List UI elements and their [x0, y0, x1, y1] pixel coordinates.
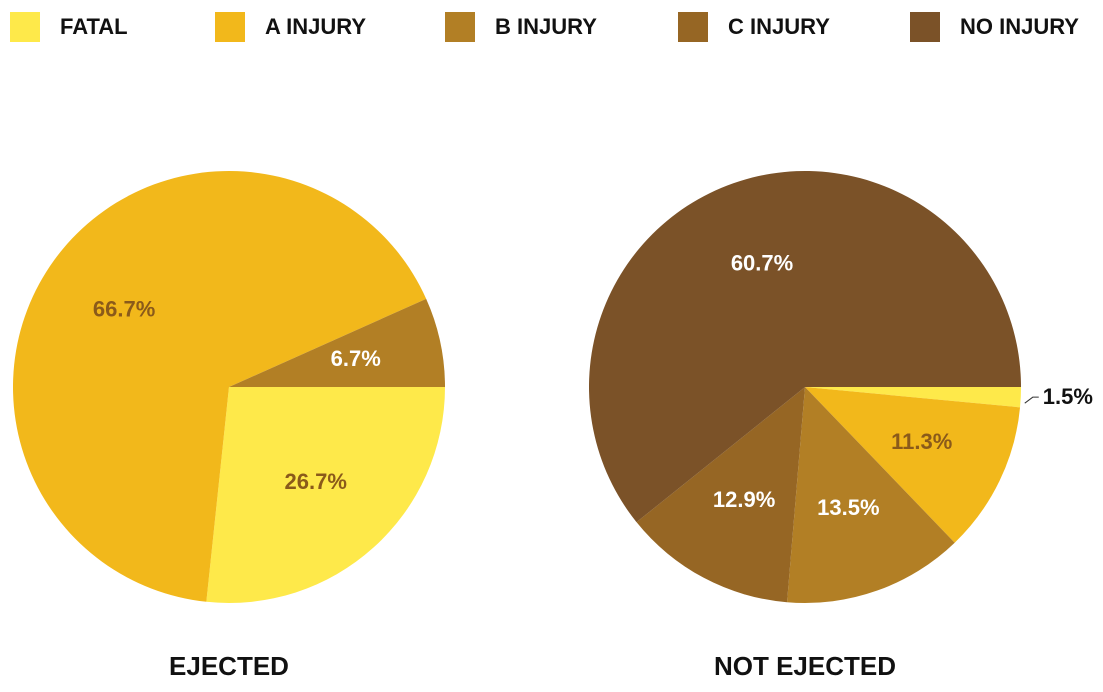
legend-swatch — [910, 12, 940, 42]
legend-swatch — [445, 12, 475, 42]
slice-label: 11.3% — [891, 429, 952, 454]
pie-slice — [12, 170, 427, 602]
slice-label: 26.7% — [285, 469, 347, 494]
pie-slice — [805, 387, 1021, 408]
slice-label: 60.7% — [731, 251, 793, 276]
pie-slice — [589, 171, 1021, 523]
legend-label: NO INJURY — [960, 14, 1079, 39]
legend-label: A INJURY — [265, 14, 366, 39]
legend-label: C INJURY — [728, 14, 830, 39]
legend-label: B INJURY — [495, 14, 597, 39]
slice-label: 66.7% — [93, 297, 155, 322]
leader-line — [1024, 396, 1039, 404]
slice-label: 13.5% — [817, 495, 879, 520]
slice-label: 6.7% — [331, 346, 381, 371]
slice-label: 1.5% — [1043, 384, 1093, 409]
pie-slice — [805, 387, 1021, 543]
legend-swatch — [215, 12, 245, 42]
pie-slice — [636, 387, 805, 603]
slice-label: 12.9% — [713, 487, 775, 512]
pie-title: NOT EJECTED — [714, 651, 896, 681]
legend-label: FATAL — [60, 14, 128, 39]
legend-swatch — [10, 12, 40, 42]
pie-slice — [787, 387, 955, 603]
pie-title: EJECTED — [169, 651, 289, 681]
legend-swatch — [678, 12, 708, 42]
pie-slice — [206, 387, 445, 603]
pie-slice — [229, 298, 445, 387]
